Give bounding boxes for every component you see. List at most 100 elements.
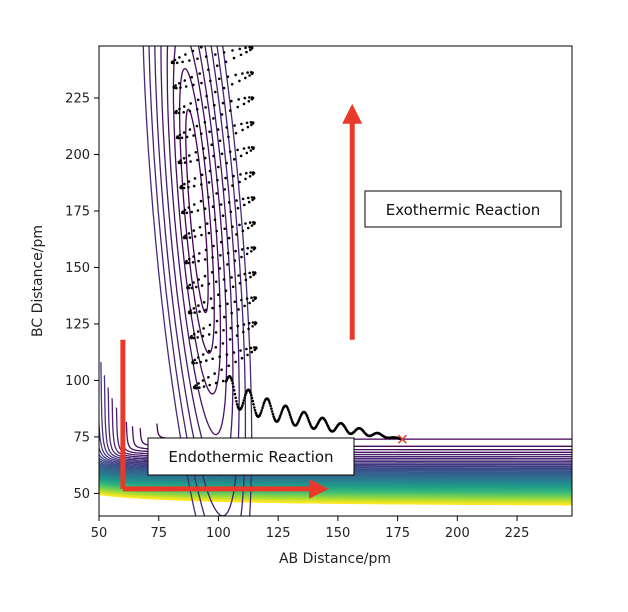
exothermic-annotation: Exothermic Reaction xyxy=(364,190,562,228)
x-tick-label: 50 xyxy=(91,526,108,541)
trajectory-point xyxy=(179,161,183,165)
trajectory-point xyxy=(225,161,228,165)
trajectory-point xyxy=(279,412,283,415)
trajectory-point xyxy=(218,139,222,142)
trajectory-point xyxy=(244,76,247,80)
trajectory-point xyxy=(250,123,253,127)
y-axis-ticks: 50 75 100 125 150 175 200 225 xyxy=(65,91,99,502)
trajectory-point xyxy=(202,147,205,150)
trajectory-point xyxy=(182,131,186,134)
trajectory-point xyxy=(279,414,282,418)
trajectory-point xyxy=(240,122,243,126)
trajectory-point xyxy=(240,406,243,409)
trajectory-point xyxy=(196,158,199,162)
trajectory-point xyxy=(229,377,233,380)
trajectory-point xyxy=(221,379,225,383)
trajectory-point xyxy=(248,96,251,99)
trajectory-point xyxy=(211,357,214,361)
trajectory-point xyxy=(175,86,178,90)
trajectory-point xyxy=(288,413,292,417)
trajectory-point xyxy=(205,359,208,362)
trajectory-point xyxy=(222,51,226,54)
contour-line xyxy=(99,471,572,480)
trajectory-point xyxy=(231,49,234,52)
trajectory-point xyxy=(172,61,175,65)
trajectory-point xyxy=(182,157,186,160)
trajectory-point xyxy=(200,173,204,177)
trajectory-point xyxy=(231,285,235,289)
trajectory-point xyxy=(198,226,202,229)
trajectory-point xyxy=(178,56,181,59)
trajectory-point xyxy=(207,196,210,199)
trajectory-point xyxy=(267,400,271,403)
trajectory-point xyxy=(238,79,241,83)
trajectory-point xyxy=(250,246,254,249)
trajectory-point xyxy=(213,103,216,107)
trajectory-point xyxy=(221,214,225,217)
trajectory-point xyxy=(198,72,201,75)
trajectory-point xyxy=(239,154,243,158)
trajectory-point xyxy=(195,285,198,289)
trajectory-point xyxy=(247,21,250,24)
trajectory-point xyxy=(192,332,196,336)
trajectory-point xyxy=(270,407,273,410)
trajectory-point xyxy=(249,149,253,152)
trajectory-point xyxy=(247,100,251,103)
trajectory-point xyxy=(188,154,191,157)
trajectory-point xyxy=(202,327,205,330)
trajectory-point xyxy=(187,232,191,235)
trajectory-point xyxy=(203,121,207,124)
trajectory-point xyxy=(193,235,197,238)
trajectory-point xyxy=(215,192,218,195)
trajectory-point xyxy=(210,143,213,146)
trajectory-point xyxy=(182,211,185,215)
trajectory-point xyxy=(178,133,182,137)
contour-line xyxy=(99,493,572,506)
trajectory-point xyxy=(271,412,275,416)
trajectory-point xyxy=(245,151,249,155)
trajectory-point xyxy=(218,355,221,359)
trajectory-point xyxy=(218,304,222,308)
trajectory-point xyxy=(197,278,200,281)
trajectory-point xyxy=(233,392,237,396)
trajectory-point xyxy=(219,27,222,30)
trajectory-point xyxy=(250,394,253,397)
trajectory-point xyxy=(250,196,254,199)
trajectory-point xyxy=(179,86,182,89)
trajectory-point xyxy=(243,272,246,276)
trajectory-point xyxy=(183,208,187,212)
x-tick-label: 125 xyxy=(266,526,291,541)
trajectory-point xyxy=(184,85,188,88)
trajectory-point xyxy=(212,117,215,120)
trajectory-point xyxy=(212,154,215,158)
trajectory-point xyxy=(228,338,232,341)
trajectory-point xyxy=(261,404,265,407)
trajectory-point xyxy=(230,99,233,103)
trajectory-point xyxy=(230,276,233,279)
trajectory-point xyxy=(251,271,255,274)
trajectory-point xyxy=(246,353,249,357)
trajectory-point xyxy=(190,286,193,290)
trajectory-path xyxy=(170,21,403,441)
contour-loop xyxy=(142,46,253,516)
contour-line xyxy=(99,471,572,481)
trajectory-point xyxy=(213,218,217,221)
trajectory-point xyxy=(241,128,244,132)
trajectory-point xyxy=(249,171,252,174)
trajectory-point xyxy=(226,302,229,306)
trajectory-point xyxy=(192,255,195,258)
trajectory-point xyxy=(241,229,245,233)
trajectory-point xyxy=(230,311,233,315)
trajectory-point xyxy=(246,246,249,250)
trajectory-point xyxy=(250,250,253,253)
trajectory-point xyxy=(196,108,199,111)
trajectory-point xyxy=(190,75,193,79)
trajectory-point xyxy=(280,410,284,413)
x-tick-label: 100 xyxy=(206,526,231,541)
trajectory-point xyxy=(217,165,220,169)
trajectory-point xyxy=(204,55,208,58)
y-tick-label: 175 xyxy=(65,204,90,219)
trajectory-point xyxy=(249,121,253,124)
trajectory-point xyxy=(183,105,186,108)
trajectory-point xyxy=(241,197,245,201)
